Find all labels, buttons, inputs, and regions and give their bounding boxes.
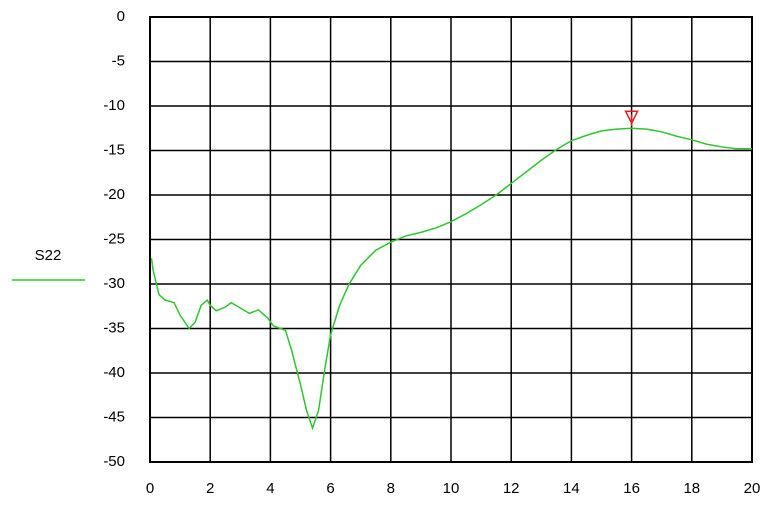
y-tick-label: 0 [117, 8, 125, 25]
x-tick-label: 16 [623, 480, 640, 497]
legend-label: S22 [35, 247, 62, 264]
y-tick-label: -25 [103, 230, 125, 247]
line-series [150, 127, 752, 431]
y-tick-label: -45 [103, 408, 125, 425]
y-tick-label: -5 [112, 52, 125, 69]
y-tick-label: -35 [103, 319, 125, 336]
y-tick-label: -10 [103, 97, 125, 114]
plot-frame [149, 16, 753, 463]
x-tick-label: 20 [744, 480, 761, 497]
x-tick-label: 6 [326, 480, 334, 497]
x-tick-label: 8 [387, 480, 395, 497]
y-tick-label: -15 [103, 141, 125, 158]
x-tick-label: 18 [683, 480, 700, 497]
y-tick-label: -40 [103, 364, 125, 381]
x-tick-label: 12 [503, 480, 520, 497]
y-tick-label: -30 [103, 275, 125, 292]
x-tick-label: 10 [443, 480, 460, 497]
x-tick-label: 2 [206, 480, 214, 497]
y-tick-label: -50 [103, 453, 125, 470]
marker [624, 110, 639, 125]
x-tick-label: 0 [146, 480, 154, 497]
x-tick-label: 4 [266, 480, 274, 497]
y-tick-label: -20 [103, 186, 125, 203]
x-tick-label: 14 [563, 480, 580, 497]
